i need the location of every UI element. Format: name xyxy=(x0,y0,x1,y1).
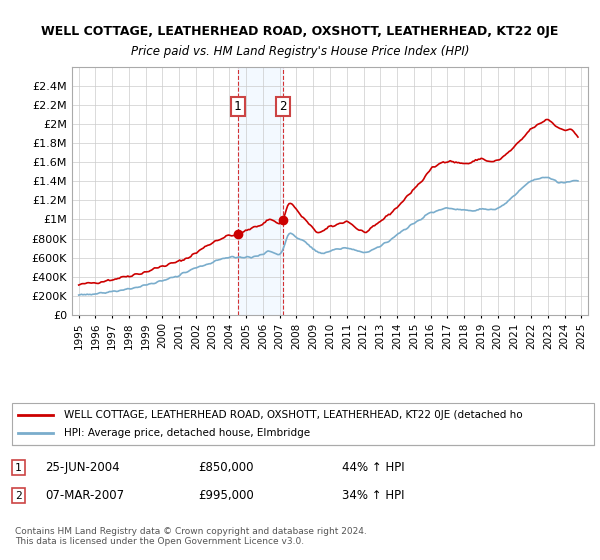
Text: WELL COTTAGE, LEATHERHEAD ROAD, OXSHOTT, LEATHERHEAD, KT22 0JE (detached ho: WELL COTTAGE, LEATHERHEAD ROAD, OXSHOTT,… xyxy=(64,410,523,420)
Text: 2: 2 xyxy=(15,491,22,501)
Text: 1: 1 xyxy=(234,100,241,113)
Text: WELL COTTAGE, LEATHERHEAD ROAD, OXSHOTT, LEATHERHEAD, KT22 0JE: WELL COTTAGE, LEATHERHEAD ROAD, OXSHOTT,… xyxy=(41,25,559,38)
Text: 1: 1 xyxy=(15,463,22,473)
Text: HPI: Average price, detached house, Elmbridge: HPI: Average price, detached house, Elmb… xyxy=(64,428,311,438)
Text: 25-JUN-2004: 25-JUN-2004 xyxy=(45,461,119,474)
Bar xyxy=(238,67,283,315)
Text: Price paid vs. HM Land Registry's House Price Index (HPI): Price paid vs. HM Land Registry's House … xyxy=(131,45,469,58)
Text: Contains HM Land Registry data © Crown copyright and database right 2024.
This d: Contains HM Land Registry data © Crown c… xyxy=(15,526,367,546)
Text: £850,000: £850,000 xyxy=(198,461,254,474)
Text: 07-MAR-2007: 07-MAR-2007 xyxy=(45,489,124,502)
Text: 44% ↑ HPI: 44% ↑ HPI xyxy=(342,461,404,474)
Text: £995,000: £995,000 xyxy=(198,489,254,502)
FancyBboxPatch shape xyxy=(12,403,594,445)
Text: 2: 2 xyxy=(279,100,287,113)
Text: 34% ↑ HPI: 34% ↑ HPI xyxy=(342,489,404,502)
